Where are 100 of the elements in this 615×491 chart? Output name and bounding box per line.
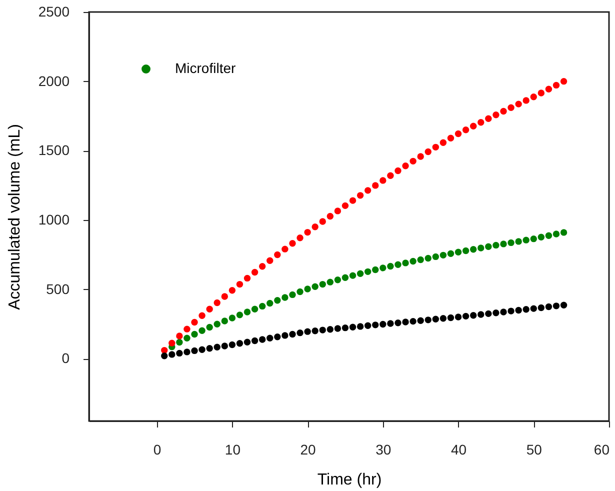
point [410, 158, 416, 165]
point [485, 243, 492, 250]
point [342, 202, 349, 210]
point [176, 350, 183, 357]
point [500, 108, 507, 115]
point [206, 345, 213, 352]
point [282, 332, 288, 339]
x-tick-label: 0 [153, 442, 162, 458]
point [312, 283, 318, 290]
x-axis-title: Time (hr) [317, 472, 382, 488]
point [356, 323, 364, 330]
point [470, 246, 477, 253]
point [560, 302, 568, 308]
point [492, 242, 500, 249]
point [522, 306, 530, 313]
point [289, 330, 296, 338]
point [319, 280, 326, 288]
point [380, 264, 386, 272]
x-tick-label: 60 [594, 442, 610, 458]
x-tick-label: 30 [376, 442, 392, 458]
point [214, 344, 220, 350]
point [258, 336, 266, 343]
point [342, 274, 349, 281]
point [289, 291, 296, 298]
point [266, 257, 274, 264]
point [236, 340, 244, 347]
point [304, 328, 311, 335]
point [176, 338, 183, 346]
point [530, 235, 537, 242]
point [184, 334, 190, 342]
point [470, 122, 477, 130]
point [372, 266, 379, 274]
point [485, 310, 492, 318]
point [485, 115, 492, 122]
x-tick-label: 50 [526, 442, 542, 458]
y-tick-label: 1500 [38, 142, 70, 158]
point [440, 315, 447, 322]
x-tick-label: 10 [224, 442, 241, 458]
point [221, 342, 228, 350]
point [508, 104, 514, 112]
point [410, 258, 416, 265]
point [206, 324, 213, 331]
point [326, 326, 334, 333]
point [184, 326, 190, 332]
point [394, 261, 402, 268]
point [454, 130, 462, 138]
point [214, 299, 220, 306]
point [168, 351, 176, 358]
point [221, 318, 228, 324]
point [380, 177, 386, 184]
point [508, 308, 514, 314]
point [176, 332, 183, 340]
point [296, 288, 304, 296]
point [168, 340, 176, 346]
point [470, 312, 477, 319]
point [432, 253, 440, 260]
point [394, 319, 402, 326]
point [552, 82, 560, 89]
point [447, 134, 454, 142]
point [251, 268, 258, 276]
point [508, 239, 514, 246]
point [364, 187, 372, 194]
x-tick-label: 20 [300, 442, 316, 458]
point [538, 304, 545, 312]
point [424, 316, 432, 324]
point [274, 333, 281, 340]
point [545, 86, 552, 92]
point [282, 246, 288, 252]
point [530, 305, 537, 312]
point [326, 278, 334, 286]
point [515, 100, 522, 108]
point [356, 192, 364, 199]
point [326, 212, 334, 220]
point [228, 341, 236, 348]
point [191, 330, 198, 338]
point [545, 303, 552, 310]
point [251, 306, 258, 312]
point [334, 325, 342, 332]
point [198, 312, 206, 319]
point [191, 318, 198, 326]
point [478, 119, 484, 126]
point [312, 328, 318, 334]
y-tick-label: 2500 [38, 4, 70, 20]
point [560, 229, 568, 236]
point [184, 348, 190, 356]
y-tick-label: 2000 [38, 72, 70, 89]
point [454, 248, 462, 256]
point [478, 244, 484, 252]
point [289, 240, 296, 247]
point [334, 276, 342, 284]
point [198, 346, 206, 353]
point [432, 144, 440, 151]
point [296, 329, 304, 336]
point [356, 270, 364, 277]
point [244, 338, 251, 346]
point [500, 308, 507, 316]
point [492, 310, 500, 316]
point [266, 300, 274, 307]
point [515, 306, 522, 314]
point [440, 139, 447, 146]
